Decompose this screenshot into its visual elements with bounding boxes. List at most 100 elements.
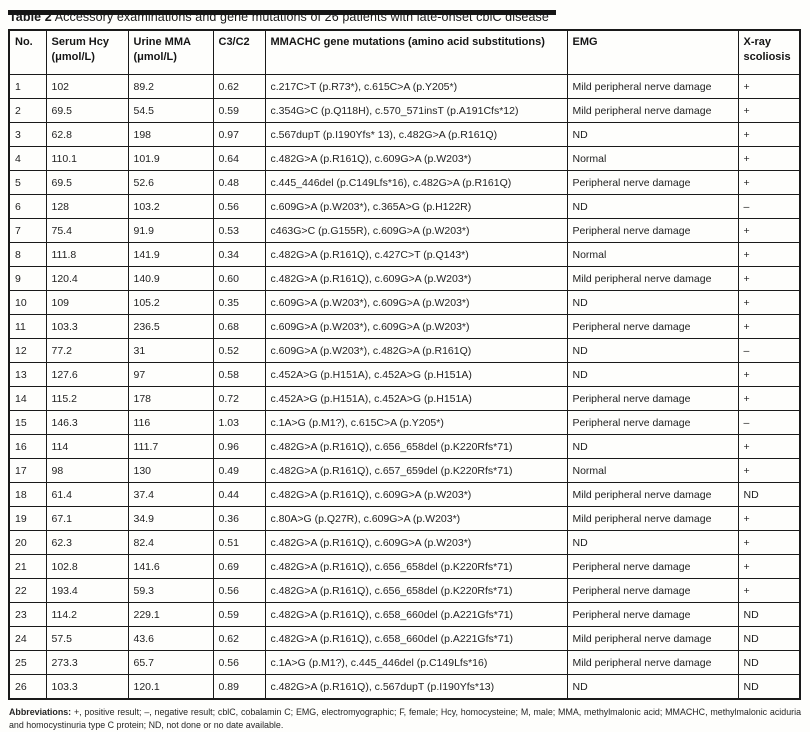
table-row: 17 98 130 0.49 c.482G>A (p.R161Q), c.657_659… xyxy=(8,458,801,483)
cell-xray-scoliosis: + xyxy=(737,362,801,387)
cell-mmachc-mutations: c.609G>A (p.W203*), c.609G>A (p.W203*) xyxy=(264,290,568,315)
cell-no: 19 xyxy=(8,506,47,531)
cell-urine-mma: 89.2 xyxy=(127,74,214,99)
cell-urine-mma: 65.7 xyxy=(127,650,214,675)
cell-emg: Peripheral nerve damage xyxy=(566,554,739,579)
cell-emg: ND xyxy=(566,290,739,315)
table-row: 23 114.2 229.1 0.59 c.482G>A (p.R161Q), c.65… xyxy=(8,602,801,627)
cell-urine-mma: 97 xyxy=(127,362,214,387)
cell-no: 25 xyxy=(8,650,47,675)
table-header: No. Serum Hcy (μmol/L) Urine MMA (μmol/L) C3/… xyxy=(8,29,801,75)
cell-xray-scoliosis: – xyxy=(737,194,801,219)
cell-urine-mma: 236.5 xyxy=(127,314,214,339)
cell-xray-scoliosis: + xyxy=(737,530,801,555)
cell-xray-scoliosis: + xyxy=(737,170,801,195)
cell-urine-mma: 198 xyxy=(127,122,214,147)
cell-serum-hcy: 102.8 xyxy=(45,554,129,579)
abbreviations-text: +, positive result; –, negative result; … xyxy=(9,707,801,730)
cell-xray-scoliosis: + xyxy=(737,74,801,99)
cell-c3-c2: 0.62 xyxy=(212,626,266,651)
cell-serum-hcy: 98 xyxy=(45,458,129,483)
table-row: 4 110.1 101.9 0.64 c.482G>A (p.R161Q), c.609… xyxy=(8,146,801,171)
cell-serum-hcy: 103.3 xyxy=(45,314,129,339)
cell-no: 7 xyxy=(8,218,47,243)
cell-emg: ND xyxy=(566,122,739,147)
table-row: 25 273.3 65.7 0.56 c.1A>G (p.M1?), c.445_446… xyxy=(8,650,801,675)
table-row: 8 111.8 141.9 0.34 c.482G>A (p.R161Q), c.427… xyxy=(8,242,801,267)
column-header-no: No. xyxy=(8,29,47,75)
cell-c3-c2: 1.03 xyxy=(212,410,266,435)
cell-serum-hcy: 102 xyxy=(45,74,129,99)
cell-serum-hcy: 127.6 xyxy=(45,362,129,387)
cell-urine-mma: 141.9 xyxy=(127,242,214,267)
cell-urine-mma: 91.9 xyxy=(127,218,214,243)
cell-c3-c2: 0.58 xyxy=(212,362,266,387)
cell-mmachc-mutations: c.80A>G (p.Q27R), c.609G>A (p.W203*) xyxy=(264,506,568,531)
cell-no: 26 xyxy=(8,674,47,700)
table-body: 1 102 89.2 0.62 c.217C>T (p.R73*), c.615C>A … xyxy=(8,74,801,700)
cell-urine-mma: 130 xyxy=(127,458,214,483)
cell-serum-hcy: 128 xyxy=(45,194,129,219)
cell-emg: Peripheral nerve damage xyxy=(566,578,739,603)
cell-mmachc-mutations: c.452A>G (p.H151A), c.452A>G (p.H151A) xyxy=(264,386,568,411)
column-header-xray-scoliosis: X-ray scoliosis xyxy=(737,29,801,75)
abbreviations-note: Abbreviations: +, positive result; –, ne… xyxy=(9,706,801,732)
cell-xray-scoliosis: ND xyxy=(737,482,801,507)
cell-c3-c2: 0.51 xyxy=(212,530,266,555)
cell-xray-scoliosis: ND xyxy=(737,626,801,651)
cell-no: 4 xyxy=(8,146,47,171)
cell-c3-c2: 0.49 xyxy=(212,458,266,483)
cell-emg: Peripheral nerve damage xyxy=(566,314,739,339)
cell-serum-hcy: 75.4 xyxy=(45,218,129,243)
cell-mmachc-mutations: c.482G>A (p.R161Q), c.567dupT (p.I190Yfs… xyxy=(264,674,568,700)
cell-mmachc-mutations: c.609G>A (p.W203*), c.482G>A (p.R161Q) xyxy=(264,338,568,363)
cell-serum-hcy: 69.5 xyxy=(45,170,129,195)
cell-mmachc-mutations: c.1A>G (p.M1?), c.615C>A (p.Y205*) xyxy=(264,410,568,435)
cell-xray-scoliosis: ND xyxy=(737,602,801,627)
cell-serum-hcy: 103.3 xyxy=(45,674,129,700)
cell-no: 3 xyxy=(8,122,47,147)
cell-no: 9 xyxy=(8,266,47,291)
cell-emg: Mild peripheral nerve damage xyxy=(566,98,739,123)
cell-urine-mma: 54.5 xyxy=(127,98,214,123)
cell-mmachc-mutations: c.482G>A (p.R161Q), c.656_658del (p.K220… xyxy=(264,578,568,603)
cell-c3-c2: 0.64 xyxy=(212,146,266,171)
cell-c3-c2: 0.59 xyxy=(212,98,266,123)
cell-emg: Mild peripheral nerve damage xyxy=(566,266,739,291)
cell-no: 23 xyxy=(8,602,47,627)
cell-c3-c2: 0.56 xyxy=(212,194,266,219)
cell-urine-mma: 141.6 xyxy=(127,554,214,579)
cell-emg: Normal xyxy=(566,146,739,171)
cell-no: 5 xyxy=(8,170,47,195)
cell-c3-c2: 0.36 xyxy=(212,506,266,531)
cell-serum-hcy: 69.5 xyxy=(45,98,129,123)
cell-no: 14 xyxy=(8,386,47,411)
cell-c3-c2: 0.44 xyxy=(212,482,266,507)
cell-urine-mma: 120.1 xyxy=(127,674,214,700)
table-row: 14 115.2 178 0.72 c.452A>G (p.H151A), c.452A… xyxy=(8,386,801,411)
cell-emg: Mild peripheral nerve damage xyxy=(566,74,739,99)
cell-c3-c2: 0.35 xyxy=(212,290,266,315)
cell-emg: ND xyxy=(566,530,739,555)
cell-no: 1 xyxy=(8,74,47,99)
column-header-mmachc-mutations: MMACHC gene mutations (amino acid substi… xyxy=(264,29,568,75)
cell-c3-c2: 0.96 xyxy=(212,434,266,459)
table-row: 11 103.3 236.5 0.68 c.609G>A (p.W203*), c.60… xyxy=(8,314,801,339)
column-header-emg: EMG xyxy=(566,29,739,75)
cell-xray-scoliosis: + xyxy=(737,146,801,171)
cell-urine-mma: 34.9 xyxy=(127,506,214,531)
cell-serum-hcy: 62.8 xyxy=(45,122,129,147)
cell-xray-scoliosis: + xyxy=(737,434,801,459)
cell-mmachc-mutations: c.452A>G (p.H151A), c.452A>G (p.H151A) xyxy=(264,362,568,387)
cell-mmachc-mutations: c.482G>A (p.R161Q), c.658_660del (p.A221… xyxy=(264,602,568,627)
cell-urine-mma: 52.6 xyxy=(127,170,214,195)
cell-emg: Mild peripheral nerve damage xyxy=(566,482,739,507)
cell-mmachc-mutations: c.445_446del (p.C149Lfs*16), c.482G>A (p… xyxy=(264,170,568,195)
cell-xray-scoliosis: + xyxy=(737,290,801,315)
cell-serum-hcy: 62.3 xyxy=(45,530,129,555)
cell-serum-hcy: 67.1 xyxy=(45,506,129,531)
table-row: 12 77.2 31 0.52 c.609G>A (p.W203*), c.482G>A… xyxy=(8,338,801,363)
table-row: 10 109 105.2 0.35 c.609G>A (p.W203*), c.609G… xyxy=(8,290,801,315)
cell-xray-scoliosis: + xyxy=(737,554,801,579)
cell-no: 22 xyxy=(8,578,47,603)
